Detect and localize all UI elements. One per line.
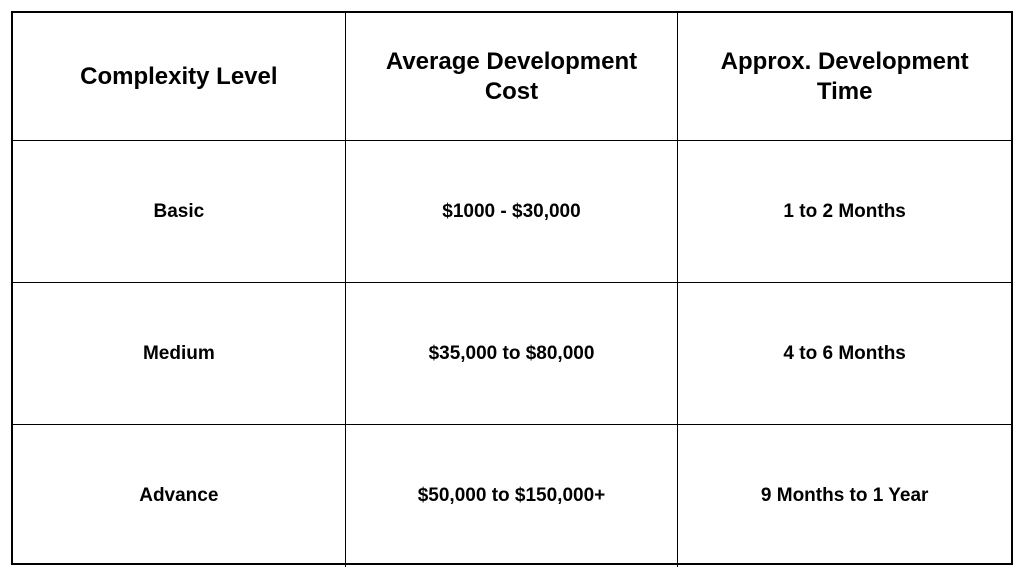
table-cell: 1 to 2 Months: [678, 141, 1011, 283]
table-cell: 9 Months to 1 Year: [678, 425, 1011, 567]
table-cell: $50,000 to $150,000+: [346, 425, 679, 567]
table-cell: $35,000 to $80,000: [346, 283, 679, 425]
table-cell: Advance: [13, 425, 346, 567]
table-cell: $1000 - $30,000: [346, 141, 679, 283]
table-header-cell: Average Development Cost: [346, 13, 679, 141]
table-header-cell: Complexity Level: [13, 13, 346, 141]
cost-table: Complexity LevelAverage Development Cost…: [11, 11, 1013, 565]
table-cell: Basic: [13, 141, 346, 283]
table-cell: Medium: [13, 283, 346, 425]
table-header-cell: Approx. Development Time: [678, 13, 1011, 141]
table-cell: 4 to 6 Months: [678, 283, 1011, 425]
